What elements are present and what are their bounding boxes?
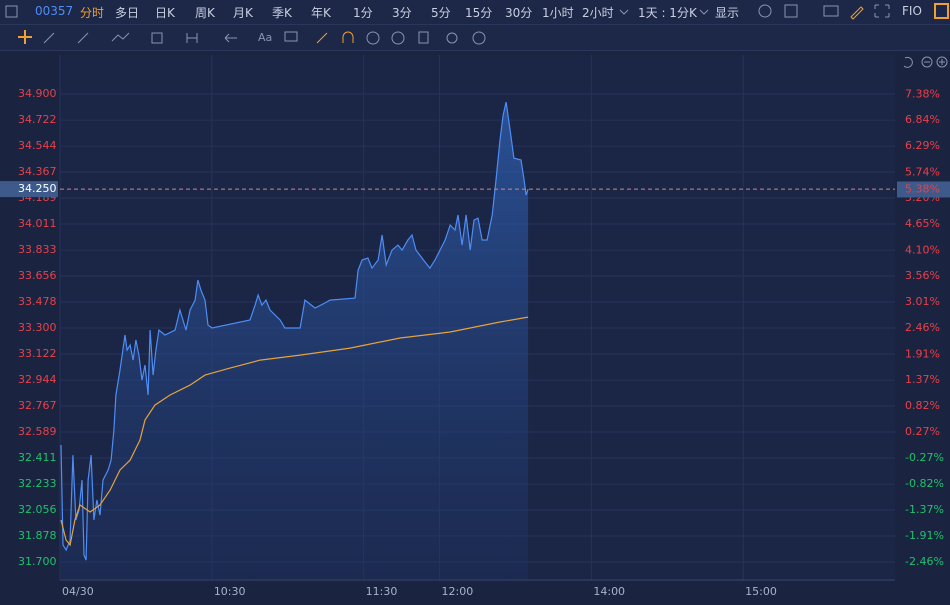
camera-icon[interactable]	[823, 5, 839, 17]
y-tick-label: 32.767	[18, 399, 57, 412]
period-tab[interactable]: FIO	[902, 4, 922, 18]
y2-tick-label: 0.27%	[905, 425, 940, 438]
y2-tick-label: -2.46%	[905, 555, 944, 568]
y2-tick-label: 0.82%	[905, 399, 940, 412]
y2-tick-label: 5.74%	[905, 165, 940, 178]
price-area	[61, 102, 529, 580]
period-tab[interactable]: 日K	[155, 6, 175, 20]
y-tick-label: 34.900	[18, 87, 57, 100]
period-tab[interactable]: 3分	[392, 6, 412, 20]
y-tick-label: 31.878	[18, 529, 57, 542]
x-tick-label: 04/30	[62, 585, 94, 598]
y-tick-label: 31.700	[18, 555, 57, 568]
y-tick-label: 32.411	[18, 451, 57, 464]
y2-tick-label: -1.37%	[905, 503, 944, 516]
draw-tools[interactable]	[43, 32, 237, 44]
dropdown-arrows	[619, 9, 709, 15]
y2-tick-label: -1.91%	[905, 529, 944, 542]
y-tick-label: 33.656	[18, 269, 57, 282]
period-tab[interactable]: 年K	[311, 6, 331, 20]
price-line	[60, 101, 529, 561]
average-line	[60, 316, 529, 547]
x-tick-label: 10:30	[214, 585, 246, 598]
y2-tick-label: 4.65%	[905, 217, 940, 230]
period-toolbar: 00357 分时 多日 日K 周K 月K 季K 年K 1分 3分 5分 15分 30分 1小时 2小时 1天 …	[0, 0, 950, 25]
y2-tick-label: 7.38%	[905, 87, 940, 100]
y2-tick-label: 6.29%	[905, 139, 940, 152]
y2-tick-label: 2.46%	[905, 321, 940, 334]
period-tab[interactable]: 显示	[715, 6, 740, 20]
period-tab[interactable]: 30分	[505, 6, 533, 20]
settings-icon[interactable]	[758, 4, 772, 18]
y-tick-label: 33.833	[18, 243, 57, 256]
x-tick-label: 15:00	[745, 585, 777, 598]
period-tab[interactable]: 1天 : 1分K	[638, 6, 697, 20]
period-tab[interactable]: 周K	[195, 6, 215, 20]
link-tool[interactable]	[446, 32, 458, 44]
y2-tick-label: -0.27%	[905, 451, 944, 464]
y-tick-label: 34.367	[18, 165, 57, 178]
layout-icon[interactable]	[934, 3, 949, 19]
chart: 34.90034.72234.54434.36734.18934.01133.8…	[0, 55, 950, 598]
move-tool[interactable]	[18, 30, 32, 44]
y-tick-label: 33.478	[18, 295, 57, 308]
period-tab[interactable]: 2小时	[582, 6, 614, 20]
current-pct-box	[897, 181, 950, 198]
period-tab[interactable]: 15分	[465, 6, 493, 20]
y-tick-label: 32.056	[18, 503, 57, 516]
y2-tick-label: 4.10%	[905, 243, 940, 256]
y-tick-label: 32.944	[18, 373, 57, 386]
text-tool[interactable]: Aa	[258, 31, 272, 44]
y2-tick-label: 3.56%	[905, 269, 940, 282]
period-tab[interactable]: 分时	[80, 6, 105, 20]
zoom-controls[interactable]	[903, 56, 948, 68]
y-tick-label: 33.122	[18, 347, 57, 360]
checkbox-icon[interactable]	[784, 4, 798, 18]
y-tick-label: 32.233	[18, 477, 57, 490]
magnet-tool[interactable]	[316, 31, 354, 44]
comment-tool[interactable]	[284, 31, 298, 42]
y2-tick-label: -0.82%	[905, 477, 944, 490]
y-tick-label: 34.011	[18, 217, 57, 230]
y-tick-label: 34.722	[18, 113, 57, 126]
current-price-label: 34.250	[18, 182, 57, 195]
y-tick-label: 33.300	[18, 321, 57, 334]
current-pct-label: 5.38%	[905, 182, 940, 195]
y2-tick-label: 6.84%	[905, 113, 940, 126]
y2-tick-label: 1.37%	[905, 373, 940, 386]
current-price-box	[0, 181, 58, 198]
drawing-toolbar: Aa	[0, 25, 950, 51]
fullscreen-icon[interactable]	[874, 4, 890, 18]
x-tick-label: 12:00	[442, 585, 474, 598]
period-tab[interactable]: 多日	[115, 6, 140, 20]
hide-tool[interactable]	[391, 31, 405, 45]
period-tab[interactable]: 季K	[272, 6, 292, 20]
y-tick-label: 34.544	[18, 139, 57, 152]
x-tick-label: 11:30	[366, 585, 398, 598]
drawing-icons: Aa	[18, 30, 486, 45]
period-tab[interactable]: 00357	[35, 4, 74, 18]
pen-icon[interactable]	[850, 6, 864, 20]
period-tab[interactable]: 5分	[431, 6, 451, 20]
toolbar-icons	[5, 3, 949, 20]
y2-tick-label: 3.01%	[905, 295, 940, 308]
y-tick-label: 32.589	[18, 425, 57, 438]
period-tab[interactable]: 1小时	[542, 6, 574, 20]
panel-icon[interactable]	[5, 5, 18, 18]
y2-tick-label: 1.91%	[905, 347, 940, 360]
period-tab[interactable]: 1分	[353, 6, 373, 20]
delete-tool[interactable]	[418, 31, 429, 44]
lock-tool[interactable]	[366, 31, 380, 45]
period-tab[interactable]: 月K	[233, 6, 253, 20]
x-tick-label: 14:00	[593, 585, 625, 598]
tool-settings[interactable]	[472, 31, 486, 45]
